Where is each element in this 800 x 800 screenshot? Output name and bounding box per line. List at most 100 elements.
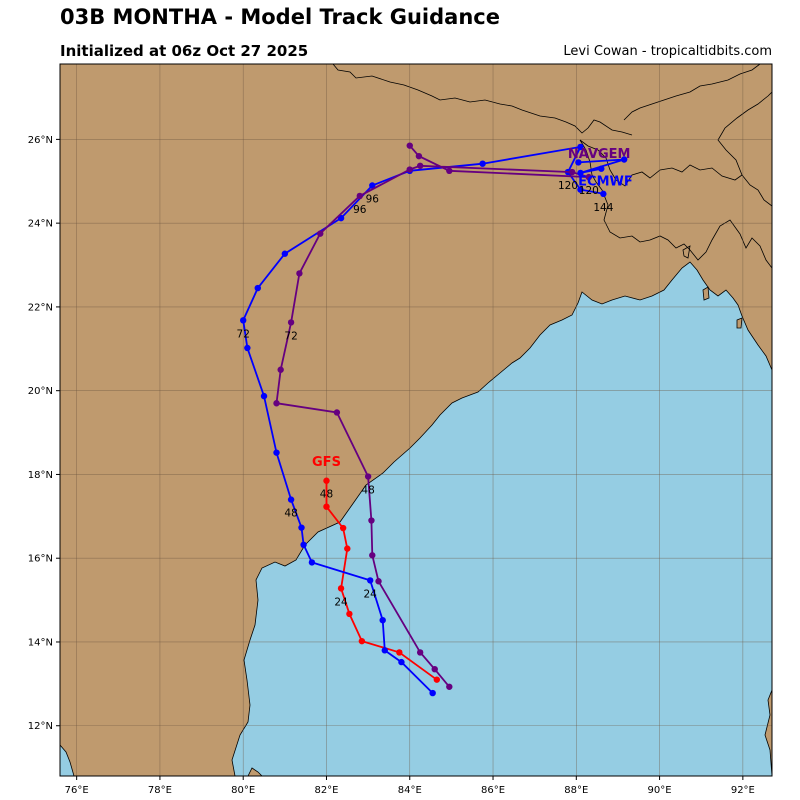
lat-tick-label: 18°N — [28, 470, 53, 481]
track-point — [240, 317, 247, 324]
track-point — [577, 186, 584, 193]
track-point — [375, 578, 382, 585]
model-name-label: NAVGEM — [568, 147, 631, 162]
forecast-hour-label: 96 — [353, 204, 367, 216]
lon-tick-label: 80°E — [231, 785, 255, 796]
page-title: 03B MONTHA - Model Track Guidance — [60, 5, 500, 29]
forecast-hour-label: 24 — [364, 588, 378, 600]
axis-ticks: 76°E 78°E 80°E 82°E 84°E 86°E 88°E 90°E 92°E 12°N… — [28, 135, 755, 796]
track-point — [379, 616, 386, 624]
lat-tick-label: 24°N — [28, 219, 53, 230]
track-point — [339, 524, 347, 532]
track-point — [568, 168, 576, 176]
track-point — [287, 319, 295, 326]
track-point — [296, 270, 303, 277]
track-point — [396, 649, 403, 656]
forecast-hour-label: 120 — [579, 185, 599, 197]
track-point — [358, 637, 366, 645]
lat-tick-label: 12°N — [28, 721, 53, 732]
track-point — [398, 658, 405, 666]
lon-tick-label: 82°E — [314, 785, 338, 796]
track-point — [277, 366, 284, 373]
forecast-hour-label: 48 — [284, 508, 297, 520]
track-point — [577, 143, 584, 151]
lon-tick-label: 90°E — [648, 785, 672, 796]
track-point — [416, 162, 424, 169]
lat-tick-label: 20°N — [28, 386, 53, 397]
track-point — [479, 160, 486, 167]
track-point — [369, 182, 376, 189]
unnamed-track — [575, 156, 628, 177]
model-name-label: GFS — [312, 455, 341, 470]
lon-tick-label: 84°E — [398, 785, 422, 796]
track-point — [273, 449, 280, 456]
island — [702, 286, 710, 301]
track-point — [433, 676, 441, 683]
track-point — [364, 473, 372, 480]
track-point — [577, 169, 584, 177]
track-point — [344, 545, 351, 552]
track-point — [620, 156, 628, 163]
init-time-subtitle: Initialized at 06z Oct 27 2025 — [60, 42, 309, 60]
lon-tick-label: 86°E — [481, 785, 505, 796]
track-point — [446, 167, 453, 174]
lon-tick-label: 88°E — [564, 785, 588, 796]
track-point — [333, 409, 341, 416]
map-frame — [59, 63, 773, 777]
sri-lanka-land — [247, 767, 263, 776]
credit-text: Levi Cowan - tropicaltidbits.com — [563, 44, 772, 59]
track-point — [287, 496, 295, 503]
track-point — [273, 400, 280, 407]
country-borders — [332, 64, 772, 269]
lon-tick-label: 78°E — [148, 785, 172, 796]
lat-tick-label: 26°N — [28, 135, 53, 146]
track-point — [416, 649, 424, 656]
lat-tick-label: 22°N — [28, 302, 53, 313]
track-point — [260, 392, 268, 400]
track-point — [369, 552, 376, 559]
track-point — [254, 284, 261, 292]
island — [736, 317, 743, 329]
lat-tick-label: 16°N — [28, 554, 53, 565]
forecast-hour-label: 72 — [237, 328, 250, 340]
track-point — [308, 559, 316, 566]
track-point — [406, 142, 413, 149]
track-point — [600, 190, 607, 198]
track-point — [337, 585, 345, 592]
model-tracks — [240, 142, 628, 697]
forecast-hour-label: 72 — [284, 330, 297, 342]
track-point — [300, 541, 307, 549]
track-point — [575, 159, 582, 166]
track-point — [368, 517, 375, 524]
track-point — [406, 166, 413, 173]
track-point — [281, 250, 289, 257]
track-point — [585, 173, 592, 181]
lat-lon-grid — [60, 64, 772, 776]
track-point — [598, 165, 605, 172]
track-point — [337, 214, 345, 222]
track-point — [446, 683, 453, 690]
track-point — [244, 344, 251, 352]
forecast-hour-label: 24 — [334, 596, 348, 608]
forecast-hour-label: 144 — [593, 202, 613, 214]
forecast-hour-label: 120 — [558, 180, 578, 192]
track-point — [429, 689, 436, 697]
track-point — [298, 524, 305, 531]
forecast-hour-label: 96 — [366, 193, 380, 205]
model-name-label: ECMWF — [578, 174, 633, 189]
navgem-track — [273, 142, 592, 690]
forecast-hour-label: 48 — [320, 489, 333, 501]
lon-tick-label: 76°E — [65, 785, 89, 796]
myanmar-coast-land — [764, 689, 772, 776]
forecast-hour-label: 48 — [361, 485, 374, 497]
track-point — [356, 192, 363, 200]
arabian-sea-ocean — [60, 744, 75, 776]
track-point — [323, 477, 330, 484]
track-point — [431, 666, 438, 673]
track-point — [381, 647, 388, 654]
track-point — [415, 152, 423, 160]
lon-tick-label: 92°E — [731, 785, 755, 796]
model-labels: 24 48 GFS 24 48 72 96 120 144 ECMWF 48 72 96 120 NAVGE… — [237, 147, 633, 608]
track-point — [346, 610, 353, 618]
